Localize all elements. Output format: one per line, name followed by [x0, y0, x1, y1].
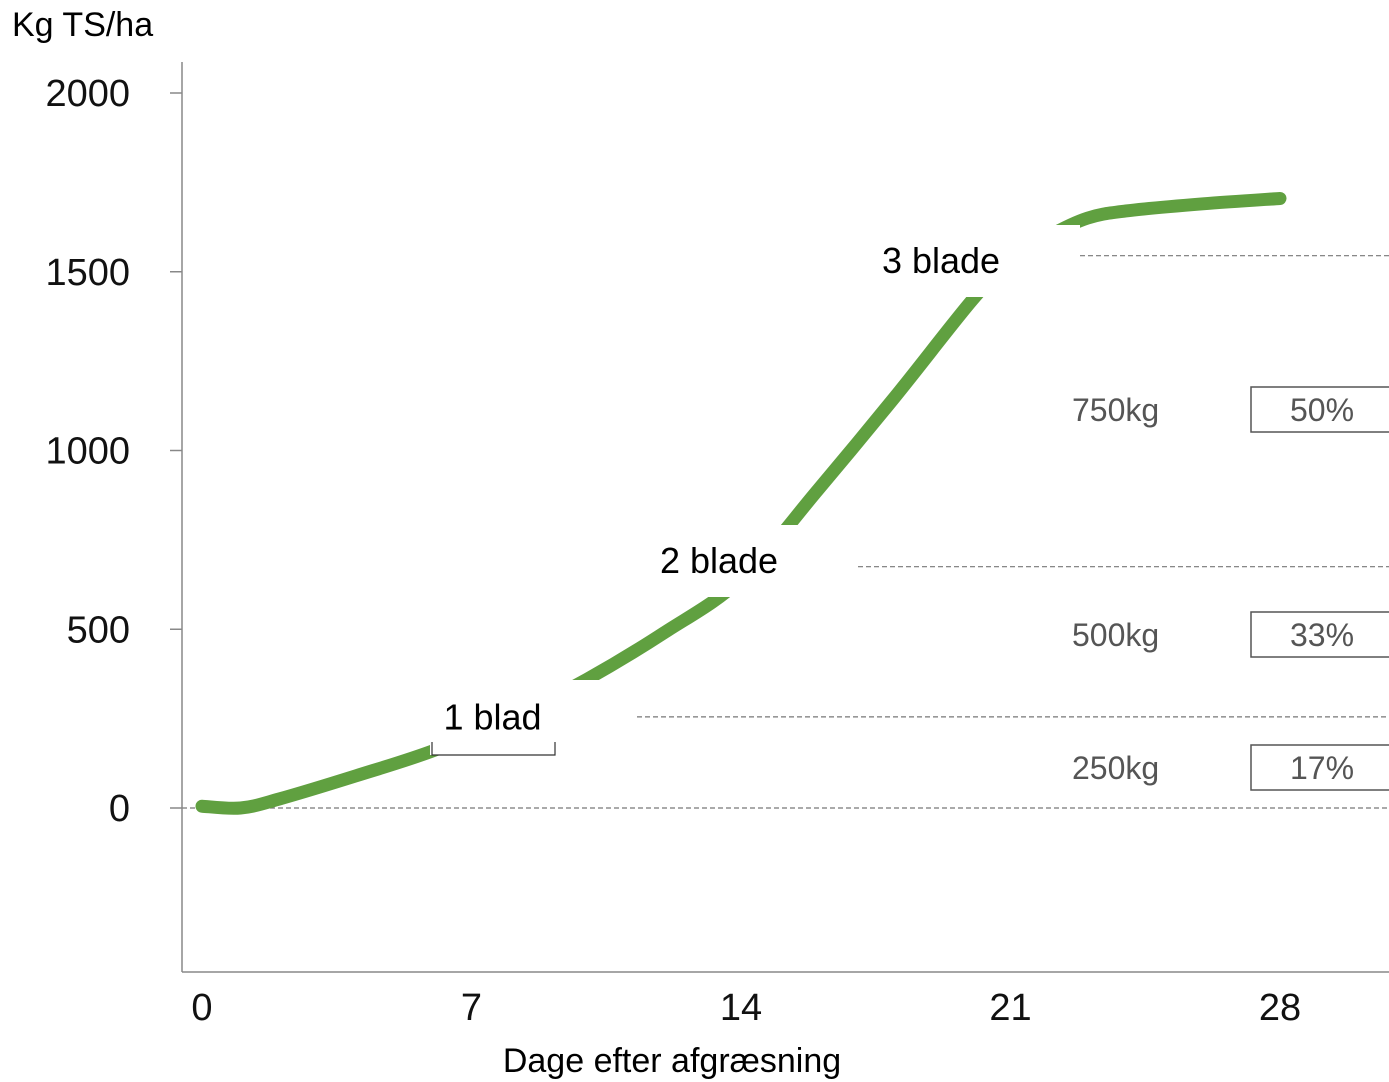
annotation-label-1: 2 blade: [660, 540, 778, 581]
interval-pct-2: 50%: [1290, 392, 1354, 428]
y-tick-label-0: 0: [109, 788, 130, 830]
x-tick-label-28: 28: [1259, 987, 1301, 1029]
annotation-box-0: [430, 680, 635, 755]
annotation-label-2: 3 blade: [882, 240, 1000, 281]
x-tick-label-14: 14: [720, 987, 762, 1029]
annotation-box-1: [640, 525, 858, 597]
interval-box-2: [1250, 386, 1389, 433]
annotation-bracket: [431, 742, 556, 756]
interval-box-0: [1250, 744, 1389, 791]
x-tick-label-0: 0: [191, 987, 212, 1029]
interval-kg-1: 500kg: [1072, 617, 1159, 653]
interval-kg-2: 750kg: [1072, 392, 1159, 428]
interval-box-1: [1250, 611, 1389, 658]
x-axis-title: Dage efter afgræsning: [503, 1042, 841, 1080]
interval-labels: 250kg 17% 500kg 33% 750kg 50%: [1072, 386, 1389, 791]
x-axis: 0 7 14 21 28: [182, 971, 1389, 1029]
interval-pct-0: 17%: [1290, 750, 1354, 786]
interval-pct-1: 33%: [1290, 617, 1354, 653]
reference-lines: [182, 255, 1389, 809]
y-axis: 0 500 1000 1500 2000: [45, 62, 183, 972]
annotation-layer: 1 blad 2 blade 3 blade: [430, 225, 1080, 756]
y-tick-label-2000: 2000: [45, 73, 130, 115]
y-tick-label-500: 500: [67, 609, 130, 651]
x-tick-label-7: 7: [461, 987, 482, 1029]
y-tick-label-1500: 1500: [45, 252, 130, 294]
interval-kg-0: 250kg: [1072, 750, 1159, 786]
annotation-label-0: 1 blad: [443, 697, 541, 738]
y-tick-label-1000: 1000: [45, 431, 130, 473]
y-axis-title: Kg TS/ha: [12, 6, 153, 44]
x-tick-label-21: 21: [989, 987, 1031, 1029]
annotation-box-2: [862, 225, 1080, 297]
